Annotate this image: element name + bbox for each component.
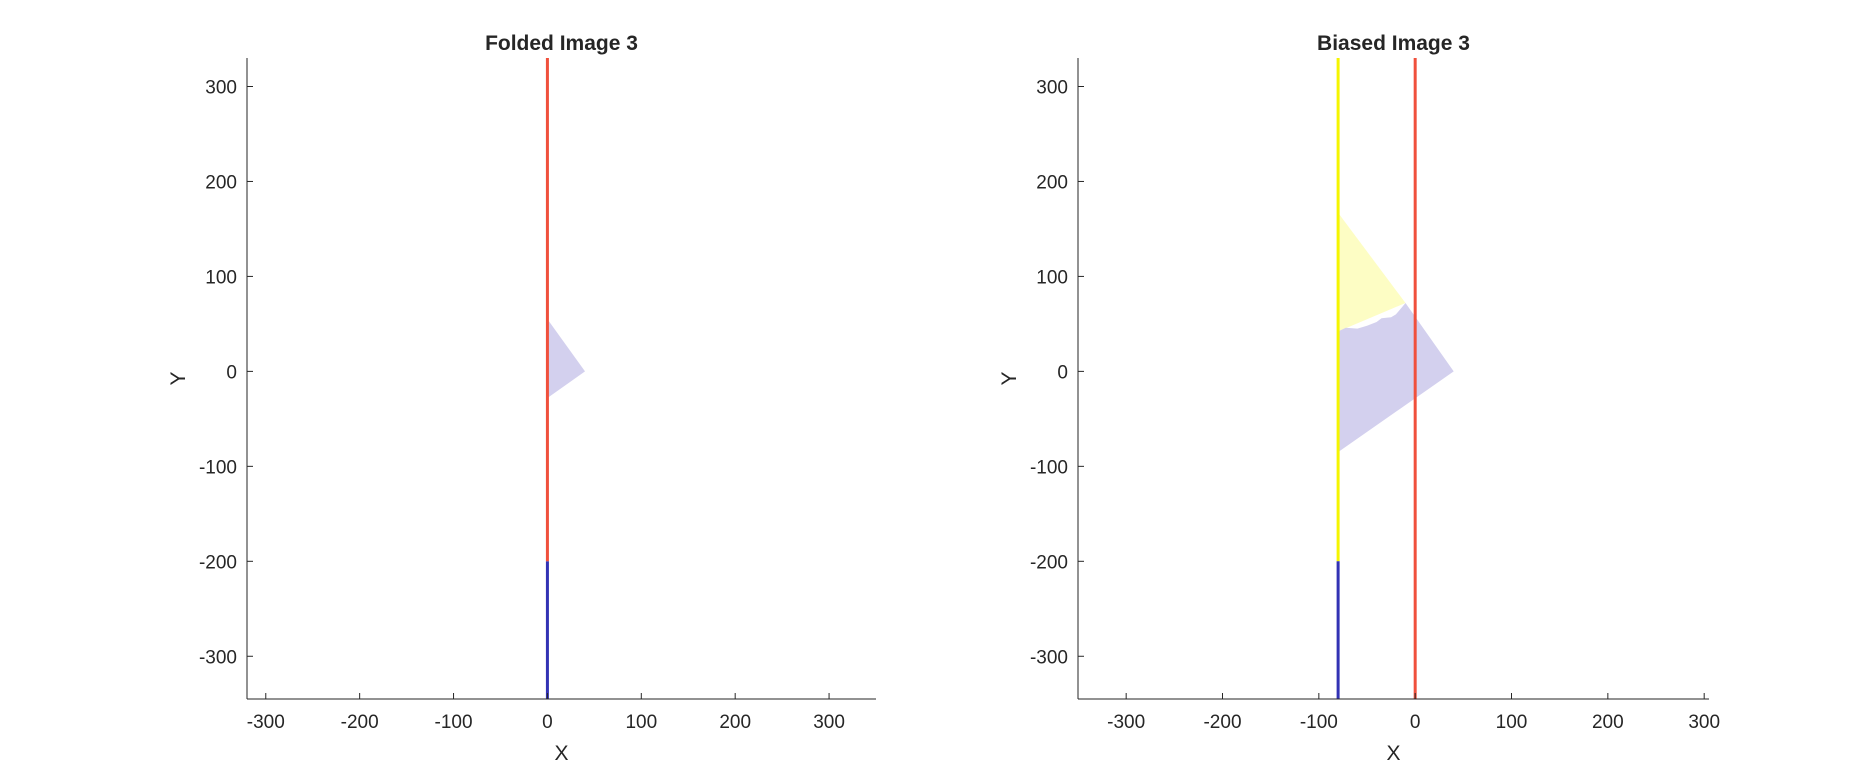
x-tick-label: -200 — [1203, 712, 1241, 733]
x-tick-label: 0 — [1410, 712, 1421, 733]
y-tick-label: -200 — [199, 552, 237, 573]
y-tick-label: -200 — [1030, 552, 1068, 573]
y-tick-label: -300 — [1030, 647, 1068, 668]
x-tick-label: 200 — [1592, 712, 1624, 733]
x-axis-label: X — [554, 742, 568, 765]
x-tick-label: 100 — [1496, 712, 1528, 733]
y-tick-label: 200 — [205, 172, 237, 193]
y-tick-label: 0 — [226, 362, 237, 383]
x-tick-label: -100 — [1300, 712, 1338, 733]
series-polygon — [1338, 212, 1406, 332]
chart-title: Biased Image 3 — [1317, 32, 1470, 55]
x-tick-label: 200 — [719, 712, 751, 733]
x-tick-label: -300 — [1107, 712, 1145, 733]
x-tick-label: 0 — [542, 712, 553, 733]
x-tick-label: 300 — [1688, 712, 1720, 733]
y-tick-label: -100 — [199, 457, 237, 478]
y-tick-label: 200 — [1036, 172, 1068, 193]
x-tick-label: 100 — [625, 712, 657, 733]
y-tick-label: -300 — [199, 647, 237, 668]
x-axis-label: X — [1386, 742, 1400, 765]
series-polygon — [547, 319, 585, 398]
series-polygon — [1338, 303, 1454, 453]
axes-folded-image: -300 -200 -100 0 100 200 300 -300 -200 -100 0 100 20… — [167, 32, 876, 765]
chart-title: Folded Image 3 — [485, 32, 638, 55]
y-tick-label: 0 — [1057, 362, 1068, 383]
x-tick-label: -200 — [341, 712, 379, 733]
y-tick-label: -100 — [1030, 457, 1068, 478]
y-tick-label: 300 — [1036, 77, 1068, 98]
axes-biased-image: -300 -200 -100 0 100 200 300 -300 -200 -100 0 100 20… — [998, 32, 1720, 765]
x-tick-label: -300 — [247, 712, 285, 733]
y-tick-label: 100 — [205, 267, 237, 288]
x-tick-label: -100 — [435, 712, 473, 733]
x-tick-label: 300 — [813, 712, 845, 733]
y-axis-label: Y — [167, 371, 190, 385]
y-tick-label: 300 — [205, 77, 237, 98]
y-tick-label: 100 — [1036, 267, 1068, 288]
y-axis-label: Y — [998, 371, 1021, 385]
